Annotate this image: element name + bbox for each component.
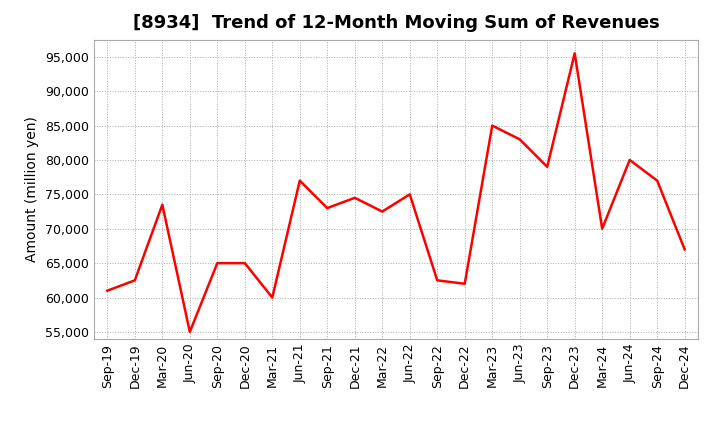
Y-axis label: Amount (million yen): Amount (million yen) [25,116,39,262]
Title: [8934]  Trend of 12-Month Moving Sum of Revenues: [8934] Trend of 12-Month Moving Sum of R… [132,15,660,33]
